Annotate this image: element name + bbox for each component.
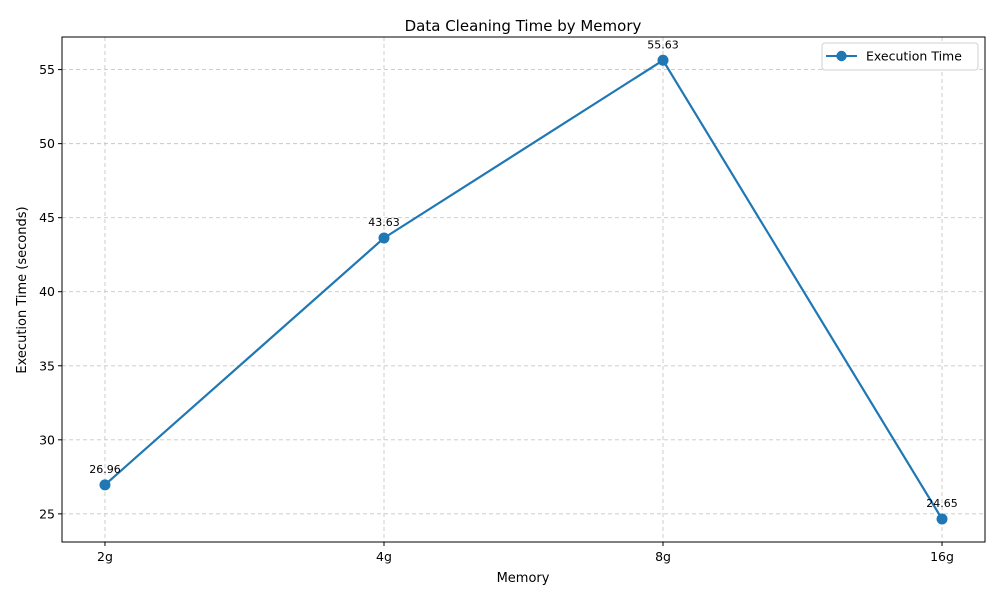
legend: Execution Time [821, 42, 979, 71]
series-line [104, 59, 943, 520]
y-tick-label: 50 [39, 136, 55, 151]
data-point-4g [378, 232, 390, 244]
series-layer [99, 54, 948, 525]
y-tick-label: 40 [39, 284, 55, 299]
legend-label: Execution Time [866, 49, 962, 64]
plot-frame [61, 36, 986, 543]
y-tick-label: 25 [39, 506, 55, 521]
x-tick-label-16g: 16g [930, 549, 954, 564]
data-point-8g [657, 54, 669, 66]
y-tick-label: 35 [39, 358, 55, 373]
data-labels: 26.96 43.63 55.63 24.65 [89, 38, 958, 510]
x-tick-label-4g: 4g [376, 549, 392, 564]
data-label-8g: 55.63 [647, 38, 679, 51]
x-tick-label-2g: 2g [97, 549, 113, 564]
x-tick-label-8g: 8g [655, 549, 671, 564]
legend-box [821, 42, 979, 71]
grid [62, 37, 985, 542]
chart-title: Data Cleaning Time by Memory [405, 17, 642, 35]
y-tick-label: 30 [39, 432, 55, 447]
y-axis-title: Execution Time (seconds) [15, 206, 30, 373]
axes: 25 30 35 40 45 50 55 2g 4g 8g 16g [39, 36, 986, 564]
y-tick-label: 55 [39, 62, 55, 77]
x-axis-title: Memory [497, 571, 550, 586]
legend-marker-swatch [836, 50, 847, 62]
data-label-16g: 24.65 [926, 497, 958, 510]
data-label-2g: 26.96 [89, 463, 121, 476]
y-tick-label: 45 [39, 210, 55, 225]
data-label-4g: 43.63 [368, 216, 400, 229]
data-point-16g [936, 513, 948, 525]
data-point-2g [99, 479, 111, 491]
